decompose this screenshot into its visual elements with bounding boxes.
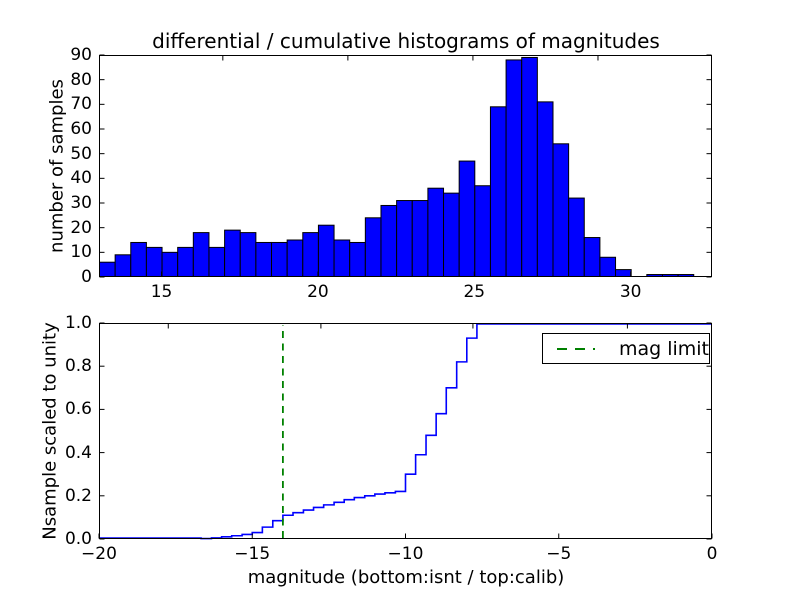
top-y-tick-label: 50 xyxy=(70,143,92,164)
top-x-tick-label: 20 xyxy=(307,282,329,302)
histogram-bar xyxy=(536,101,554,277)
bottom-y-tick-label: 0.0 xyxy=(64,529,92,549)
histogram-bar xyxy=(615,269,632,278)
bottom-x-tick-label: −20 xyxy=(81,544,117,564)
x-axis-label: magnitude (bottom:isnt / top:calib) xyxy=(247,567,565,588)
histogram-bar xyxy=(333,239,351,277)
histogram-bar xyxy=(302,232,319,278)
bottom-x-tick-label: −15 xyxy=(234,544,271,564)
histogram-bar xyxy=(583,237,601,278)
histogram-bar xyxy=(521,56,538,278)
top-y-tick-label: 10 xyxy=(70,242,92,263)
top-y-tick-label: 80 xyxy=(70,69,92,90)
bottom-y-tick-label: 0.4 xyxy=(64,442,92,463)
histogram-bar xyxy=(427,187,445,277)
top-x-tick-label: 25 xyxy=(463,282,486,302)
histogram-bar xyxy=(130,241,147,277)
bottom-x-tick-label: −5 xyxy=(546,544,572,564)
histogram-bar xyxy=(192,232,210,278)
histogram-bar xyxy=(161,251,179,277)
histogram-bar xyxy=(224,229,241,277)
top-x-tick-label: 15 xyxy=(150,282,173,302)
histogram-bar xyxy=(411,200,429,278)
histogram-bar xyxy=(489,106,507,277)
bottom-x-tick-label: −10 xyxy=(387,544,424,564)
histogram-bar xyxy=(568,197,585,277)
histogram-bar xyxy=(145,246,163,277)
cumulative-step-curve xyxy=(99,323,712,540)
legend-key-dashed-line xyxy=(557,347,595,350)
histogram-bar xyxy=(599,256,617,277)
histogram-bar xyxy=(364,217,382,278)
bottom-cumulative-plot xyxy=(98,322,713,540)
histogram-bar xyxy=(317,224,335,277)
top-y-tick-label: 90 xyxy=(70,45,92,65)
histogram-bar xyxy=(505,59,523,277)
top-y-tick-label: 20 xyxy=(70,217,92,238)
histogram-bar xyxy=(552,143,570,277)
histogram-bar xyxy=(99,261,116,277)
histogram-bar xyxy=(239,232,257,278)
histogram-bar xyxy=(177,246,194,277)
top-y-tick-label: 70 xyxy=(70,94,92,115)
histogram-bar xyxy=(474,185,491,278)
top-y-tick-label: 0 xyxy=(81,267,92,287)
histogram-bar xyxy=(271,241,288,277)
histogram-bar xyxy=(255,241,273,277)
top-x-tick-label: 30 xyxy=(619,282,642,302)
histogram-bar xyxy=(349,241,366,277)
histogram-bar xyxy=(208,246,226,277)
histogram-bar xyxy=(380,204,398,277)
legend-box: mag limit xyxy=(542,333,710,364)
top-y-tick-label: 30 xyxy=(70,193,92,213)
bottom-y-tick-label: 1.0 xyxy=(64,313,92,333)
histogram-bar xyxy=(396,200,413,278)
bottom-y-tick-label: 0.6 xyxy=(64,399,92,420)
top-y-tick-label: 60 xyxy=(70,119,92,139)
top-differential-histogram-plot xyxy=(99,54,712,278)
histogram-bar xyxy=(458,160,476,277)
bottom-y-tick-label: 0.8 xyxy=(64,356,92,377)
histogram-bar xyxy=(286,239,304,277)
histogram-bar xyxy=(443,192,460,277)
bottom-y-tick-label: 0.2 xyxy=(64,485,92,506)
bottom-x-tick-label: 0 xyxy=(706,544,718,564)
top-y-tick-label: 40 xyxy=(70,168,92,189)
bottom-y-axis-label: Nsample scaled to unity xyxy=(39,322,61,540)
legend-label: mag limit xyxy=(618,337,709,360)
figure-title: differential / cumulative histograms of … xyxy=(152,29,660,53)
histogram-bar xyxy=(114,254,132,278)
